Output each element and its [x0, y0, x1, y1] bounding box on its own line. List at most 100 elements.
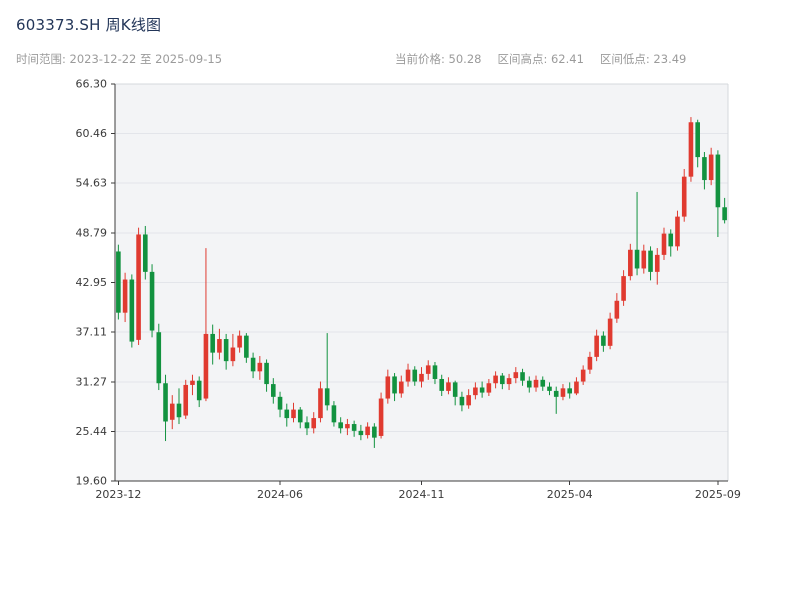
y-tick-label: 42.95 — [76, 276, 108, 289]
x-tick-label: 2024-11 — [399, 488, 445, 501]
x-tick-label: 2025-04 — [547, 488, 593, 501]
candle-body — [244, 335, 249, 358]
candle-body — [722, 207, 727, 221]
candle-body — [149, 271, 155, 331]
candle-body — [594, 335, 599, 357]
page-title: 603373.SH 周K线图 — [16, 16, 162, 34]
candle-body — [385, 376, 391, 399]
current-price-text: 当前价格: 50.28 — [395, 52, 482, 66]
candle-body — [466, 395, 471, 406]
candle-body — [560, 388, 566, 397]
y-tick-label: 60.46 — [76, 127, 108, 140]
candle-body — [190, 380, 195, 385]
time-range-text: 时间范围: 2023-12-22 至 2025-09-15 — [16, 52, 223, 66]
candle-body — [419, 373, 424, 382]
candle-body — [116, 251, 121, 313]
candle-body — [129, 279, 135, 342]
candle-body — [681, 176, 687, 217]
candle-body — [601, 335, 606, 346]
candle-body — [634, 249, 640, 269]
candle-body — [621, 276, 626, 301]
candle-body — [156, 332, 162, 384]
candle-body — [351, 424, 357, 431]
candle-body — [580, 369, 586, 382]
candle-body — [668, 233, 674, 247]
candle-body — [513, 372, 519, 379]
candle-body — [217, 339, 222, 353]
candle-body — [297, 409, 303, 423]
candle-body — [526, 380, 532, 388]
candle-body — [365, 426, 370, 436]
candle-body — [311, 418, 317, 429]
y-tick-label: 48.79 — [76, 226, 108, 239]
y-tick-label: 19.60 — [76, 475, 108, 488]
candle-body — [547, 386, 552, 391]
candle-body — [210, 333, 215, 353]
candle-body — [203, 333, 209, 399]
candle-body — [452, 382, 458, 397]
candle-body — [122, 279, 128, 313]
candle-body — [574, 381, 579, 394]
candle-body — [271, 384, 276, 397]
candle-body — [567, 388, 572, 394]
candle-body — [304, 422, 310, 429]
candle-body — [702, 157, 707, 181]
x-tick-label: 2024-06 — [257, 488, 303, 501]
y-tick-label: 31.27 — [76, 375, 108, 388]
candle-body — [628, 249, 633, 277]
candle-body — [688, 122, 694, 177]
candle-body — [143, 234, 148, 272]
candle-body — [614, 300, 620, 319]
candle-body — [675, 216, 680, 247]
candle-body — [459, 396, 465, 406]
candle-body — [358, 430, 364, 436]
candle-body — [284, 409, 290, 419]
y-tick-label: 25.44 — [76, 425, 108, 438]
candle-body — [654, 254, 660, 272]
candle-body — [183, 384, 189, 416]
candle-body — [506, 378, 512, 385]
candle-body — [533, 379, 539, 388]
candle-body — [318, 388, 323, 419]
candle-body — [553, 390, 559, 397]
candle-body — [473, 387, 478, 396]
candle-body — [405, 369, 411, 382]
candle-body — [136, 234, 141, 340]
candle-body — [425, 365, 431, 374]
y-tick-label: 54.63 — [76, 177, 108, 190]
y-tick-label: 66.30 — [76, 78, 108, 91]
candle-body — [500, 375, 505, 385]
candle-body — [493, 375, 498, 384]
candle-body — [196, 380, 202, 401]
candle-body — [338, 422, 343, 429]
candle-body — [398, 381, 404, 394]
candle-body — [291, 409, 296, 419]
candle-body — [486, 383, 492, 393]
candle-body — [641, 250, 647, 269]
summary-stats: 当前价格: 50.28 区间高点: 62.41 区间低点: 23.49 — [395, 51, 686, 67]
candle-body — [372, 426, 377, 438]
range-high-text: 区间高点: 62.41 — [497, 52, 584, 66]
candle-body — [264, 362, 269, 385]
candle-body — [446, 382, 451, 391]
candle-body — [237, 335, 242, 348]
candle-body — [715, 154, 721, 208]
candle-body — [520, 372, 525, 381]
candle-body — [331, 405, 337, 423]
candle-body — [439, 378, 445, 391]
candle-body — [250, 357, 256, 372]
candle-body — [587, 356, 593, 370]
candle-body — [540, 379, 546, 387]
candle-body — [607, 318, 613, 346]
candle-body — [648, 250, 653, 272]
candle-body — [378, 398, 384, 436]
candle-body — [324, 388, 330, 406]
x-tick-label: 2025-09 — [695, 488, 741, 501]
candle-body — [223, 339, 229, 362]
candle-body — [277, 396, 283, 410]
candle-body — [392, 376, 397, 394]
candle-body — [479, 387, 485, 393]
candle-body — [169, 403, 175, 420]
